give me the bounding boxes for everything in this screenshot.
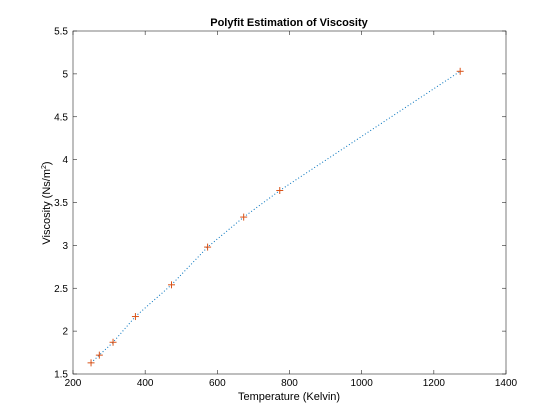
x-tick-label: 1200 <box>423 378 446 389</box>
x-tick-label: 1000 <box>351 378 374 389</box>
y-tick-label: 3 <box>62 241 68 252</box>
x-axis-label: Temperature (Kelvin) <box>238 391 340 403</box>
y-axis-label-end: ) <box>41 161 53 165</box>
data-point-marker <box>456 67 464 75</box>
y-axis-label: Viscosity (Ns/m2) <box>41 161 53 244</box>
y-tick-label: 2.5 <box>54 284 68 295</box>
x-tick-label: 400 <box>137 378 154 389</box>
y-axis-label-superscript: 2 <box>41 165 48 169</box>
data-point-marker <box>95 351 103 359</box>
x-tick-label: 1400 <box>495 378 518 389</box>
y-tick-label: 4.5 <box>54 112 68 123</box>
data-point-marker <box>87 359 95 367</box>
y-axis-label-main: Viscosity (Ns/m <box>41 169 53 245</box>
data-point-marker <box>109 338 117 346</box>
x-tick-label: 200 <box>65 378 82 389</box>
y-tick-label: 1.5 <box>54 370 68 381</box>
x-tick-label: 600 <box>209 378 226 389</box>
y-tick-label: 5.5 <box>54 27 68 38</box>
y-tick-label: 2 <box>62 327 68 338</box>
data-point-marker <box>276 186 284 194</box>
y-tick-label: 3.5 <box>54 198 68 209</box>
data-point-marker <box>131 313 139 321</box>
x-tick-label: 800 <box>281 378 298 389</box>
y-tick-label: 4 <box>62 155 68 166</box>
data-point-marker <box>168 281 176 289</box>
data-point-marker <box>240 213 248 221</box>
data-point-marker <box>204 243 212 251</box>
plot-area: 200 400 600 800 1000 1200 1400 1.5 2 2.5 3 3.5 4 4.5 5… <box>54 27 517 390</box>
y-tick-label: 5 <box>62 69 68 80</box>
chart-title: Polyfit Estimation of Viscosity <box>210 17 368 29</box>
axes-box <box>72 30 507 375</box>
